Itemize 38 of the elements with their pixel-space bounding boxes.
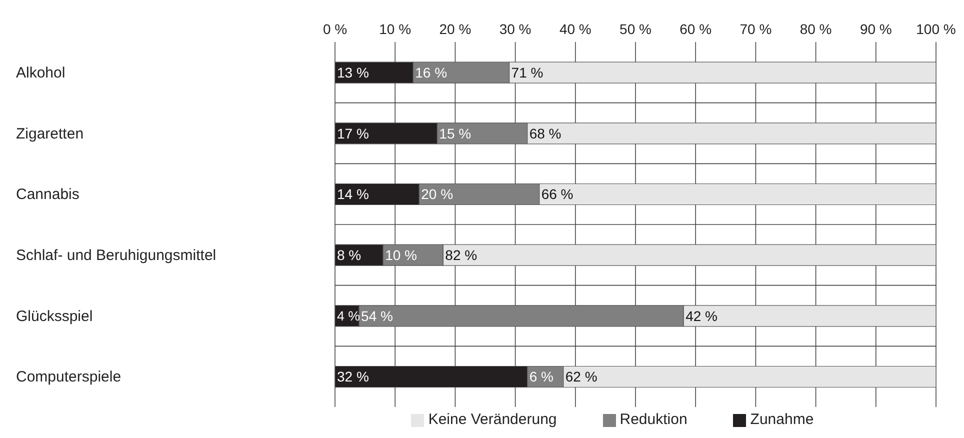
x-tick-label: 70 % bbox=[740, 21, 772, 37]
y-tick-label: Glücksspiel bbox=[16, 308, 93, 325]
y-tick-label: Cannabis bbox=[16, 186, 80, 204]
x-tick-label: 0 % bbox=[322, 21, 348, 37]
data-label: 62 % bbox=[565, 368, 598, 385]
data-label: 42 % bbox=[686, 308, 718, 324]
data-label: 17 % bbox=[337, 125, 369, 142]
x-tick-label: 80 % bbox=[800, 21, 832, 37]
y-tick-label: Zigaretten bbox=[16, 125, 84, 142]
x-tick-label: 20 % bbox=[439, 21, 472, 37]
data-label: 16 % bbox=[415, 64, 448, 80]
x-tick-label: 90 % bbox=[860, 21, 892, 37]
x-tick-label: 10 % bbox=[379, 21, 412, 37]
data-label: 20 % bbox=[421, 186, 454, 202]
y-tick-label: Alkohol bbox=[16, 64, 66, 82]
data-label: 32 % bbox=[337, 368, 369, 385]
y-tick-label: Computerspiele bbox=[16, 368, 122, 386]
data-label: 13 % bbox=[337, 64, 369, 80]
legend-label: Keine Veränderung bbox=[428, 411, 557, 428]
legend-label: Reduktion bbox=[620, 411, 688, 428]
data-label: 71 % bbox=[511, 64, 544, 80]
data-label: 10 % bbox=[385, 246, 417, 263]
data-label: 8 % bbox=[337, 246, 362, 263]
y-tick-label: Schlaf- und Beruhigungsmittel bbox=[16, 246, 216, 264]
x-tick-label: 100 % bbox=[916, 21, 956, 37]
data-label: 14 % bbox=[337, 186, 369, 202]
data-label: 82 % bbox=[445, 246, 478, 263]
x-tick-label: 60 % bbox=[680, 21, 712, 37]
data-label: 6 % bbox=[529, 368, 554, 385]
data-label: 15 % bbox=[439, 125, 472, 142]
x-tick-label: 30 % bbox=[499, 21, 532, 37]
data-label: 54 % bbox=[361, 308, 393, 324]
data-label: 68 % bbox=[529, 125, 562, 142]
data-label: 66 % bbox=[541, 186, 574, 202]
x-tick-label: 50 % bbox=[620, 21, 652, 37]
legend-label: Zunahme bbox=[750, 411, 814, 428]
data-label: 4 % bbox=[337, 308, 360, 324]
x-tick-label: 40 % bbox=[559, 21, 592, 37]
